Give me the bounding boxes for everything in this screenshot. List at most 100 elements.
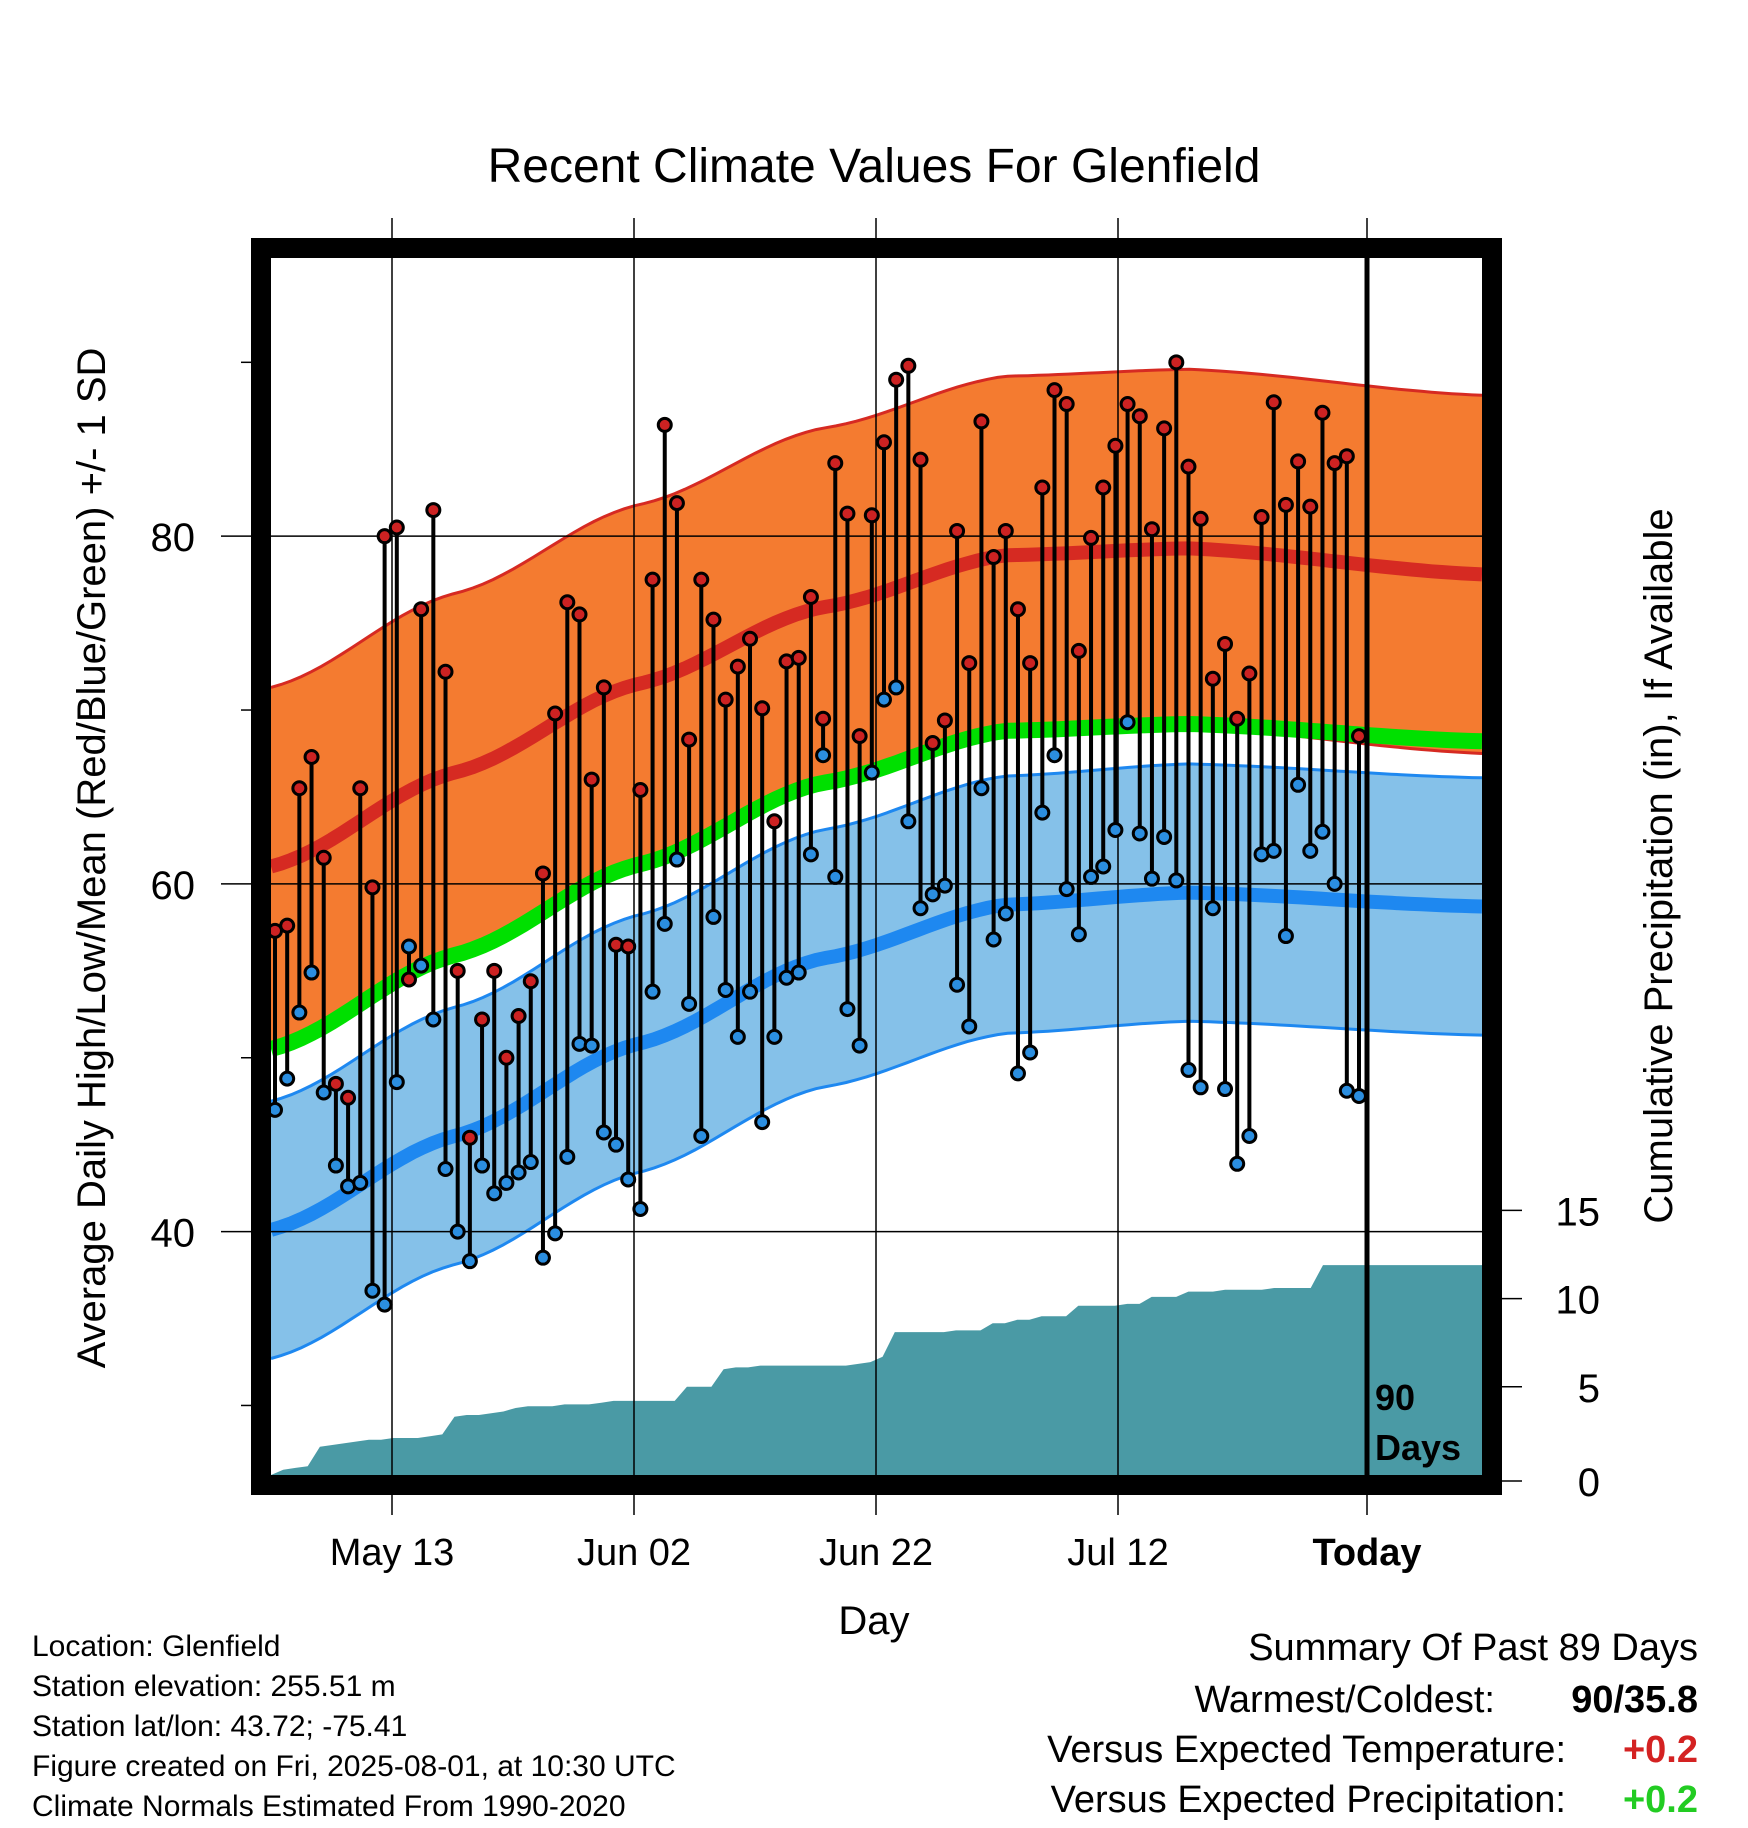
daily-low-point: [327, 1157, 344, 1174]
summary-heading: Summary Of Past 89 Days: [1248, 1627, 1698, 1669]
daily-high-point: [571, 606, 588, 623]
footer-created: Figure created on Fri, 2025-08-01, at 10…: [32, 1750, 676, 1783]
daily-high-point: [1022, 655, 1039, 672]
daily-low-point: [608, 1136, 625, 1153]
daily-low-point: [1314, 823, 1331, 840]
daily-high-point: [1204, 670, 1221, 687]
daily-high-point: [1351, 728, 1367, 745]
daily-low-point: [875, 691, 892, 708]
daily-high-point: [754, 700, 771, 717]
daily-high-point: [1192, 510, 1209, 527]
daily-low-point: [1204, 900, 1221, 917]
daily-high-point: [1277, 496, 1294, 513]
daily-high-point: [425, 502, 442, 519]
daily-high-point: [486, 962, 503, 979]
daily-high-point: [1156, 420, 1173, 437]
x-tick-label: Today: [1312, 1532, 1421, 1574]
daily-high-point: [437, 663, 454, 680]
daily-low-point: [583, 1037, 600, 1054]
gridlines-group: [271, 258, 1482, 1475]
daily-high-point: [1070, 642, 1087, 659]
daily-low-point: [912, 900, 929, 917]
daily-high-point: [1290, 453, 1307, 470]
daily-low-point: [474, 1157, 491, 1174]
x-tick-label: May 13: [330, 1532, 455, 1574]
daily-low-point: [303, 964, 320, 981]
daily-high-point: [1009, 601, 1026, 618]
daily-high-point: [340, 1089, 357, 1106]
daily-high-point: [644, 571, 661, 588]
daily-low-point: [534, 1249, 551, 1266]
daily-high-point: [668, 495, 685, 512]
daily-low-point: [1180, 1061, 1197, 1078]
daily-high-point: [388, 519, 405, 536]
daily-high-point: [1217, 635, 1234, 652]
daily-low-point: [1046, 747, 1063, 764]
daily-low-point: [437, 1161, 454, 1178]
summary-warm-cold-label: Warmest/Coldest:: [1194, 1679, 1495, 1721]
daily-low-point: [973, 780, 990, 797]
daily-low-point: [559, 1148, 576, 1165]
x-axis-label: Day: [838, 1599, 909, 1643]
daily-low-point: [802, 846, 819, 863]
summary-temp-value: +0.2: [1623, 1729, 1698, 1771]
x-tick-label: Jul 12: [1067, 1532, 1168, 1574]
daily-high-point: [1168, 354, 1185, 371]
daily-high-point: [888, 371, 905, 388]
daily-high-point: [315, 849, 332, 866]
daily-high-point: [461, 1129, 478, 1146]
daily-high-point: [1083, 529, 1100, 546]
daily-high-point: [1119, 396, 1136, 413]
daily-low-point: [742, 983, 759, 1000]
daily-low-point: [1229, 1155, 1246, 1172]
daily-low-point: [400, 938, 417, 955]
daily-high-point: [863, 507, 880, 524]
summary-precip-label: Versus Expected Precipitation:: [1051, 1779, 1566, 1821]
daily-high-point: [1034, 479, 1051, 496]
daily-low-point: [1277, 928, 1294, 945]
daily-high-point: [1107, 437, 1124, 454]
daily-low-point: [754, 1114, 771, 1131]
daily-low-point: [1302, 842, 1319, 859]
daily-low-point: [961, 1018, 978, 1035]
daily-high-point: [681, 731, 698, 748]
daily-low-point: [315, 1084, 332, 1101]
daily-high-point: [534, 865, 551, 882]
daily-high-point: [620, 938, 637, 955]
daily-high-point: [352, 780, 369, 797]
daily-low-point: [1107, 821, 1124, 838]
daily-high-point: [815, 710, 832, 727]
daily-low-point: [1192, 1079, 1209, 1096]
daily-low-point: [364, 1282, 381, 1299]
daily-low-point: [1143, 870, 1160, 887]
daily-low-point: [522, 1154, 539, 1171]
daily-high-point: [632, 782, 649, 799]
daily-low-point: [1131, 825, 1148, 842]
daily-high-point: [729, 658, 746, 675]
daily-high-point: [827, 455, 844, 472]
daily-high-point: [961, 655, 978, 672]
daily-high-point: [851, 728, 868, 745]
daily-low-point: [1095, 858, 1112, 875]
footer-location: Location: Glenfield: [32, 1630, 281, 1663]
y-tick-label: 40: [151, 1212, 196, 1256]
y2-axis-label: Cumulative Precipitation (in), If Availa…: [1637, 508, 1681, 1223]
daily-low-point: [1326, 875, 1343, 892]
x-tick-label: Jun 02: [577, 1532, 691, 1574]
daily-low-point: [1290, 776, 1307, 793]
daily-low-point: [949, 976, 966, 993]
daily-low-point: [352, 1174, 369, 1191]
y2-tick-label: 15: [1556, 1190, 1601, 1234]
daily-low-point: [839, 1001, 856, 1018]
daily-high-point: [985, 549, 1002, 566]
daily-low-point: [681, 995, 698, 1012]
daily-high-point: [449, 962, 466, 979]
daily-high-point: [1180, 458, 1197, 475]
daily-high-point: [875, 434, 892, 451]
daily-high-point: [742, 630, 759, 647]
daily-low-point: [449, 1223, 466, 1240]
daily-high-point: [766, 813, 783, 830]
daily-high-point: [839, 505, 856, 522]
daily-low-point: [851, 1037, 868, 1054]
